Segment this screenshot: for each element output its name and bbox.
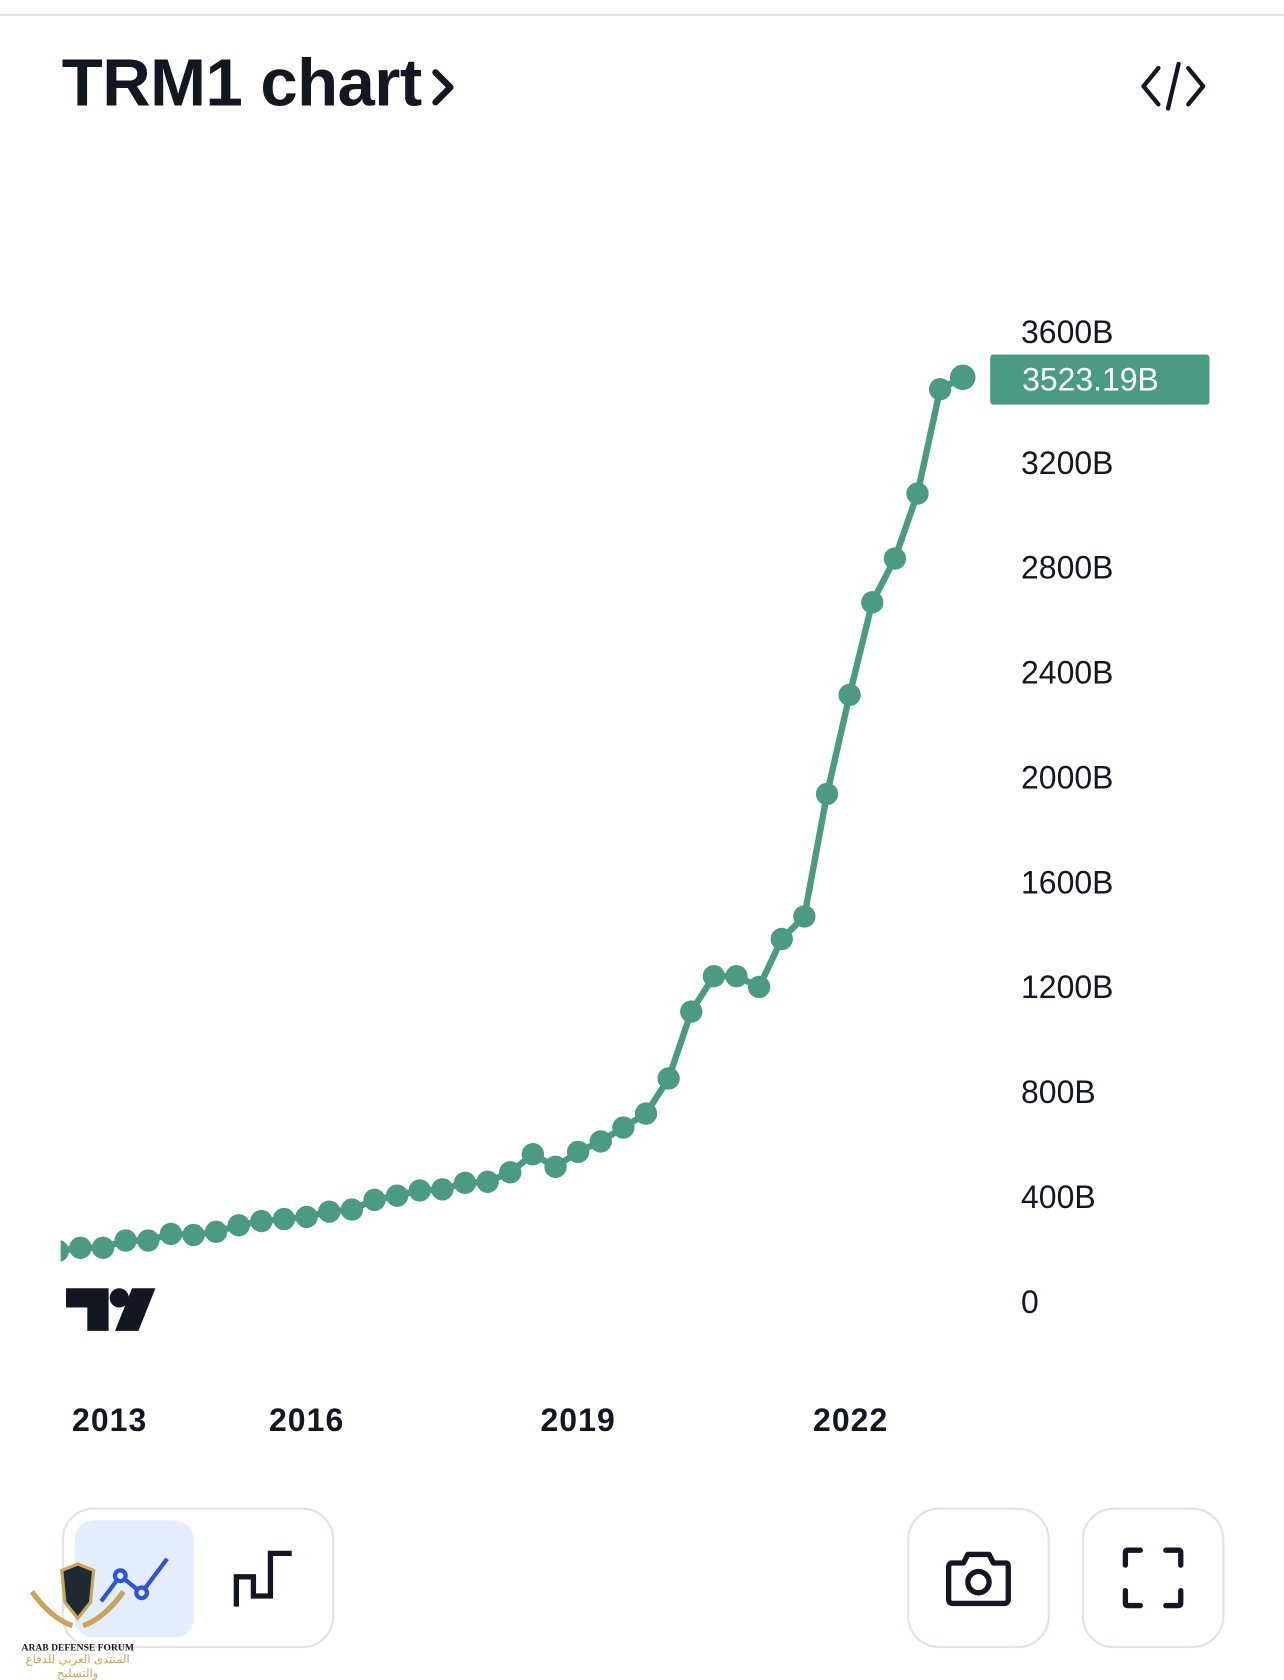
data-point	[521, 1143, 545, 1166]
x-tick-label: 2019	[540, 1402, 615, 1438]
data-point	[793, 905, 816, 928]
data-point	[634, 1102, 658, 1125]
series	[60, 364, 976, 1262]
data-point	[657, 1067, 680, 1090]
fullscreen-button[interactable]	[1081, 1507, 1225, 1649]
data-point	[60, 1240, 69, 1262]
data-point	[453, 1171, 477, 1194]
price-badge-value: 3523.19B	[1022, 362, 1159, 398]
y-tick-label: 2400B	[1021, 655, 1113, 691]
data-point	[182, 1223, 205, 1247]
data-point	[906, 482, 929, 505]
data-point	[725, 965, 748, 988]
data-point	[340, 1198, 364, 1221]
y-tick-label: 400B	[1021, 1179, 1096, 1215]
data-point	[589, 1130, 612, 1153]
data-point	[702, 965, 726, 988]
data-point	[431, 1178, 454, 1201]
data-point	[250, 1209, 273, 1233]
price-badge: 3523.19B	[990, 354, 1210, 405]
step-style-button[interactable]	[204, 1520, 323, 1637]
watermark-name-en: ARAB DEFENSE FORUM	[21, 1641, 134, 1653]
camera-icon	[945, 1551, 1011, 1607]
snapshot-button[interactable]	[907, 1507, 1050, 1649]
chevron-right-icon	[432, 69, 454, 106]
x-axis: 2013 2016 2019 2022	[72, 1402, 888, 1438]
y-tick-label: 0	[1021, 1284, 1039, 1320]
y-tick-label: 3600B	[1021, 314, 1113, 350]
y-axis: 0 400B 800B 1200B 1600B 2000B 2400B 2800B 3200B 3…	[1021, 314, 1113, 1320]
data-point	[227, 1214, 250, 1237]
plot-area	[60, 364, 976, 1262]
data-point	[204, 1220, 228, 1244]
fullscreen-icon	[1122, 1547, 1184, 1609]
data-point	[928, 378, 952, 401]
data-point	[114, 1229, 137, 1252]
x-tick-label: 2013	[72, 1402, 147, 1438]
data-point	[815, 782, 839, 806]
data-point	[363, 1188, 386, 1212]
x-tick-label: 2022	[813, 1402, 888, 1438]
data-point	[137, 1229, 160, 1252]
price-badge-bg	[990, 354, 1210, 405]
chart-title-link[interactable]: TRM1 chart	[62, 45, 456, 122]
data-point	[272, 1207, 296, 1231]
watermark-logo	[29, 1562, 126, 1629]
page-title: TRM1 chart	[61, 45, 422, 121]
data-point	[318, 1200, 341, 1223]
y-tick-label: 2000B	[1021, 759, 1113, 795]
watermark: ARAB DEFENSE FORUM المنتدى العربي للدفاع…	[9, 1560, 147, 1680]
y-tick-label: 3200B	[1021, 445, 1113, 481]
data-point	[476, 1170, 499, 1193]
data-point	[838, 683, 861, 707]
y-tick-label: 2800B	[1021, 550, 1113, 586]
data-point	[544, 1155, 567, 1179]
line-chart-icon	[99, 1557, 169, 1603]
data-point	[612, 1116, 635, 1139]
data-point	[861, 591, 884, 614]
data-point	[159, 1222, 183, 1246]
line-chart[interactable]: 0 400B 800B 1200B 1600B 2000B 2400B 2800B 3200B 3…	[0, 0, 1284, 1491]
y-tick-label: 800B	[1021, 1074, 1096, 1110]
data-point	[385, 1184, 409, 1207]
code-icon[interactable]	[1139, 61, 1207, 111]
x-tick-label: 2016	[269, 1402, 344, 1438]
data-point	[408, 1179, 431, 1202]
data-point	[91, 1236, 115, 1260]
series-line	[60, 374, 965, 1254]
top-divider	[0, 13, 1284, 16]
tradingview-logo[interactable]	[66, 1288, 156, 1331]
y-tick-label: 1200B	[1021, 969, 1113, 1005]
data-point	[69, 1236, 92, 1260]
watermark-name-ar: المنتدى العربي للدفاع والتسليح	[25, 1653, 130, 1680]
step-line-icon	[233, 1550, 292, 1607]
data-point	[680, 1000, 703, 1023]
data-point	[747, 975, 771, 999]
data-point	[499, 1161, 522, 1184]
data-point	[770, 927, 793, 951]
data-point	[949, 364, 976, 391]
y-tick-label: 1600B	[1021, 864, 1113, 900]
data-point	[295, 1205, 318, 1229]
data-point	[883, 547, 907, 570]
data-point	[566, 1140, 590, 1164]
